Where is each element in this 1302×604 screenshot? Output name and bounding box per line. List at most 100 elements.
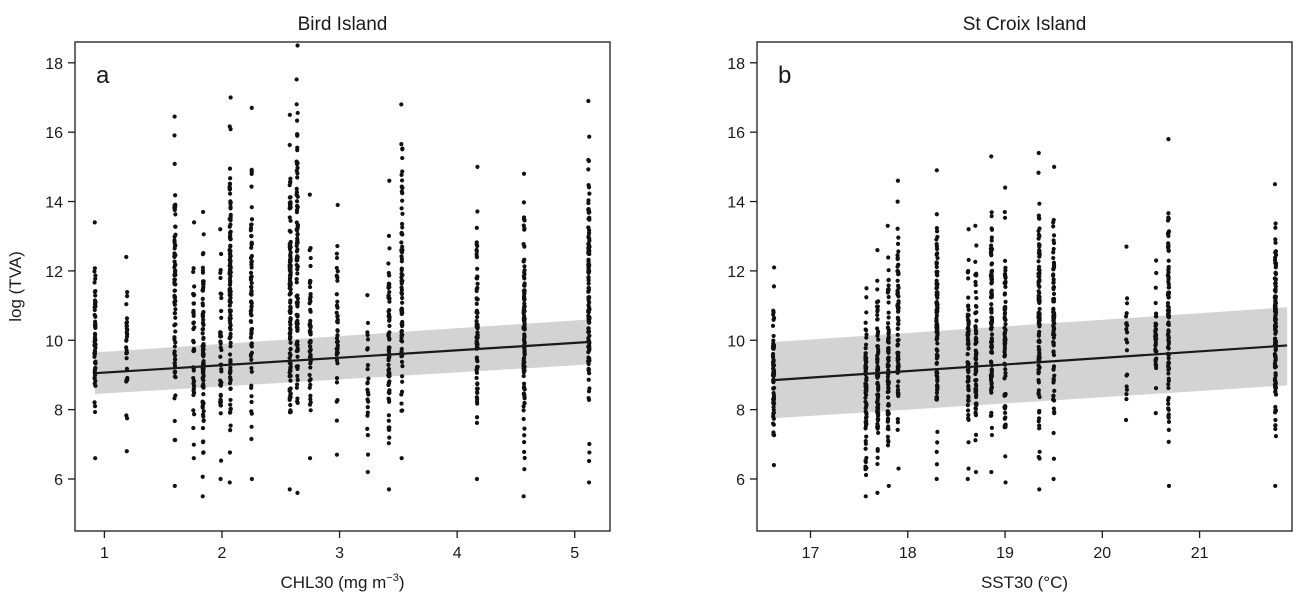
data-point	[1051, 224, 1056, 229]
data-point	[973, 259, 978, 264]
data-point	[400, 198, 405, 203]
data-point	[295, 377, 300, 382]
data-point	[201, 378, 206, 383]
data-point	[387, 323, 392, 328]
data-point	[365, 366, 370, 372]
data-point	[201, 335, 206, 341]
data-point	[365, 405, 370, 410]
data-point	[864, 377, 869, 383]
data-point	[1036, 416, 1042, 421]
point-column	[227, 95, 233, 485]
data-point	[1124, 244, 1129, 249]
data-point	[864, 434, 869, 439]
data-point	[1166, 233, 1171, 239]
point-column	[218, 227, 224, 482]
data-point	[1153, 347, 1158, 353]
data-point	[249, 171, 254, 177]
data-point	[864, 455, 869, 461]
data-point	[218, 411, 223, 416]
data-point	[1165, 244, 1171, 249]
data-point	[227, 181, 233, 186]
data-point	[1002, 292, 1007, 297]
data-point	[521, 325, 526, 331]
data-point	[218, 270, 223, 275]
data-point	[228, 201, 233, 206]
point-column	[1036, 150, 1042, 492]
data-point	[287, 278, 292, 283]
data-point	[399, 285, 404, 290]
data-point	[228, 402, 233, 407]
data-point	[294, 161, 300, 167]
data-point	[1051, 366, 1056, 371]
point-column	[1272, 182, 1279, 489]
data-point	[1153, 333, 1159, 338]
data-point	[200, 494, 205, 499]
data-point	[771, 414, 776, 419]
data-point	[989, 325, 994, 330]
data-point	[989, 332, 995, 337]
data-point	[307, 248, 312, 253]
data-point	[1002, 393, 1007, 398]
data-point	[587, 333, 592, 338]
data-point	[771, 430, 776, 435]
data-point	[295, 148, 300, 153]
point-column	[124, 254, 130, 454]
data-point	[771, 343, 776, 348]
data-point	[1036, 264, 1042, 269]
data-point	[294, 382, 300, 387]
data-point	[864, 295, 869, 300]
data-points	[92, 43, 592, 499]
point-column	[885, 223, 891, 489]
data-point	[1051, 233, 1057, 238]
data-point	[1166, 439, 1171, 444]
data-point	[124, 413, 129, 418]
data-point	[287, 336, 293, 342]
data-point	[172, 353, 178, 358]
data-point	[124, 449, 129, 454]
data-point	[586, 396, 591, 401]
data-point	[965, 476, 970, 482]
data-point	[1036, 310, 1041, 315]
data-point	[1037, 408, 1042, 414]
data-point	[1273, 324, 1278, 329]
data-point	[875, 247, 880, 253]
data-point	[92, 280, 97, 285]
data-point	[365, 387, 370, 392]
data-point	[365, 337, 371, 342]
data-point	[308, 339, 313, 345]
data-point	[864, 419, 869, 424]
data-point	[1037, 318, 1042, 323]
data-point	[400, 247, 405, 253]
data-point	[1002, 305, 1007, 310]
data-point	[387, 289, 392, 295]
data-point	[228, 230, 233, 235]
data-point	[1165, 301, 1171, 306]
data-point	[249, 245, 254, 250]
data-point	[295, 354, 300, 359]
data-point	[1153, 386, 1159, 391]
data-point	[334, 255, 340, 261]
data-point	[249, 288, 254, 293]
data-point	[228, 95, 233, 100]
data-point	[218, 458, 224, 463]
data-point	[475, 335, 480, 340]
data-point	[521, 356, 527, 361]
data-point	[875, 317, 880, 322]
data-point	[124, 316, 130, 321]
data-point	[1153, 362, 1158, 367]
data-point	[586, 278, 591, 283]
data-point	[586, 329, 592, 334]
data-point	[895, 303, 900, 308]
data-point	[586, 389, 592, 394]
data-point	[386, 332, 391, 338]
data-point	[191, 456, 196, 461]
data-point	[1166, 279, 1171, 284]
point-column	[874, 247, 881, 495]
data-point	[587, 441, 592, 447]
data-point	[1273, 408, 1278, 413]
data-point	[172, 251, 177, 256]
data-point	[1036, 371, 1041, 376]
data-point	[1153, 343, 1158, 348]
data-point	[228, 358, 233, 363]
data-point	[989, 294, 994, 300]
